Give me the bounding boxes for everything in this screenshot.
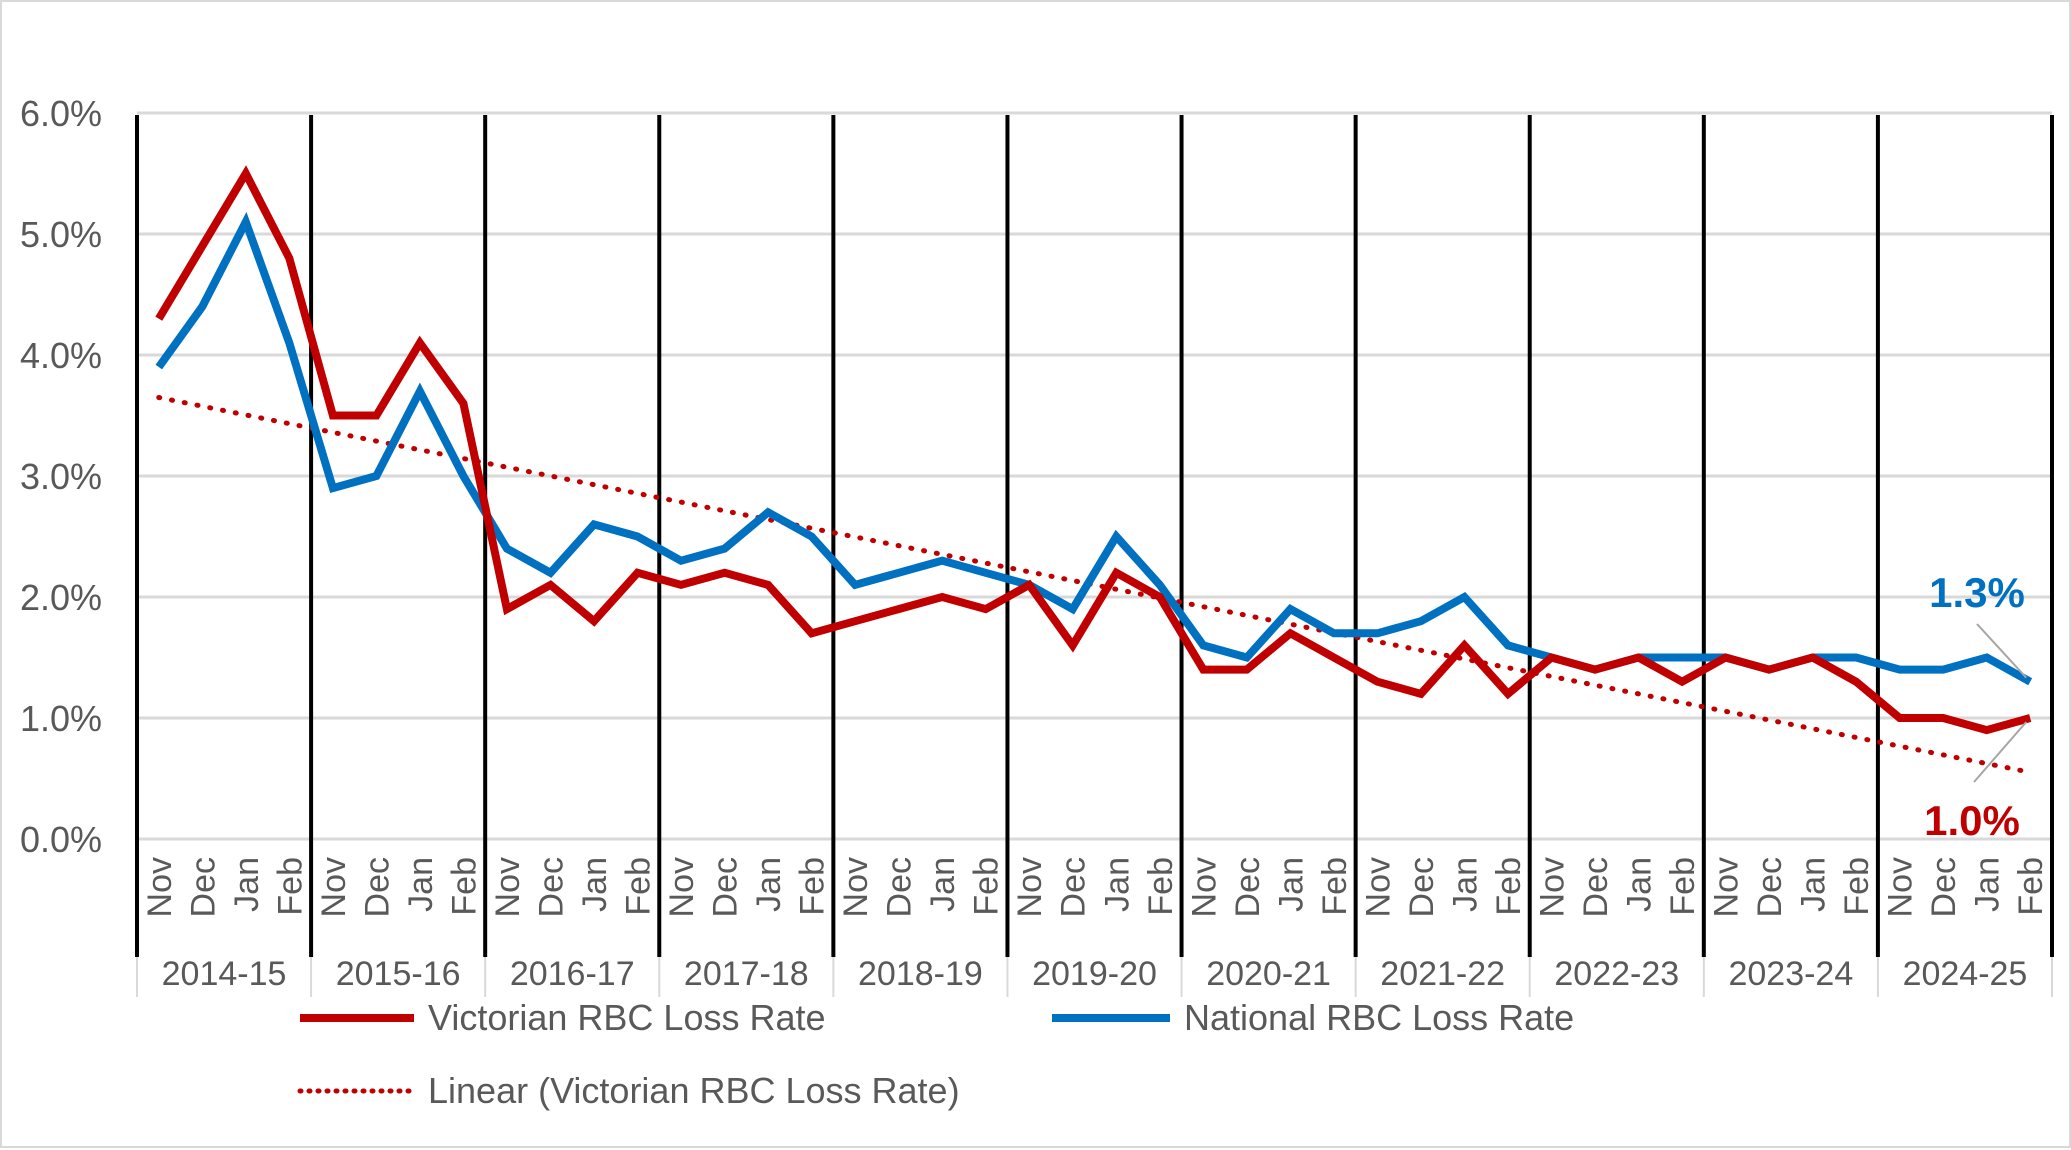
y-tick-label: 4.0% <box>20 335 102 376</box>
x-tick-label-month: Nov <box>1708 857 1746 917</box>
annotation-victorian-last: 1.0% <box>1924 797 2020 844</box>
annotation-leader-victorian <box>1973 721 2027 783</box>
x-tick-label-month: Feb <box>445 857 483 916</box>
x-tick-label-year: 2023-24 <box>1728 955 1853 993</box>
y-tick-label: 6.0% <box>20 93 102 134</box>
x-tick-label-month: Jan <box>750 857 788 912</box>
x-tick-label-month: Nov <box>315 857 353 917</box>
x-tick-label-month: Nov <box>489 857 527 917</box>
x-tick-label-month: Dec <box>1229 857 1267 917</box>
x-tick-label-year: 2020-21 <box>1206 955 1331 993</box>
x-tick-label-month: Nov <box>1882 857 1920 917</box>
x-tick-label-month: Feb <box>1142 857 1180 916</box>
x-tick-label-year: 2019-20 <box>1032 955 1157 993</box>
x-tick-label-year: 2015-16 <box>336 955 461 993</box>
x-tick-label-month: Dec <box>1577 857 1615 917</box>
trendline-victorian <box>156 394 2033 775</box>
x-tick-label-month: Nov <box>1359 857 1397 917</box>
x-tick-label-month: Feb <box>1838 857 1876 916</box>
x-tick-label-month: Dec <box>532 857 570 917</box>
x-tick-label-month: Jan <box>576 857 614 912</box>
x-tick-label-year: 2021-22 <box>1380 955 1505 993</box>
y-tick-label: 1.0% <box>20 698 102 739</box>
x-tick-label-month: Dec <box>1403 857 1441 917</box>
x-tick-label-month: Dec <box>707 857 745 917</box>
x-tick-label-year: 2016-17 <box>510 955 635 993</box>
x-tick-label-month: Feb <box>794 857 832 916</box>
x-tick-label-month: Dec <box>184 857 222 917</box>
x-tick-label-month: Feb <box>2012 857 2050 916</box>
x-tick-label-month: Jan <box>1621 857 1659 912</box>
x-tick-label-month: Jan <box>228 857 266 912</box>
y-tick-label: 5.0% <box>20 214 102 255</box>
x-tick-label-month: Jan <box>1795 857 1833 912</box>
x-tick-label-month: Jan <box>1272 857 1310 912</box>
x-tick-label-month: Nov <box>1011 857 1049 917</box>
x-tick-label-month: Feb <box>620 857 658 916</box>
x-tick-label-month: Feb <box>968 857 1006 916</box>
x-tick-label-month: Jan <box>402 857 440 912</box>
x-tick-label-month: Dec <box>881 857 919 917</box>
x-tick-label-month: Feb <box>271 857 309 916</box>
x-tick-label-month: Dec <box>358 857 396 917</box>
x-tick-label-month: Nov <box>141 857 179 917</box>
x-tick-label-month: Jan <box>1098 857 1136 912</box>
x-tick-label-year: 2022-23 <box>1554 955 1679 993</box>
x-tick-label-month: Dec <box>1055 857 1093 917</box>
x-tick-label-year: 2017-18 <box>684 955 809 993</box>
x-tick-label-year: 2024-25 <box>1903 955 2028 993</box>
x-tick-label-month: Dec <box>1751 857 1789 917</box>
legend-label-national: National RBC Loss Rate <box>1184 997 1574 1038</box>
y-tick-label: 0.0% <box>20 819 102 860</box>
y-tick-label: 2.0% <box>20 577 102 618</box>
x-tick-label-month: Jan <box>1969 857 2007 912</box>
x-tick-label-month: Dec <box>1925 857 1963 917</box>
x-tick-label-month: Nov <box>663 857 701 917</box>
x-tick-label-month: Nov <box>1185 857 1223 917</box>
legend-label-trendline: Linear (Victorian RBC Loss Rate) <box>428 1070 960 1111</box>
annotation-leader-national <box>1976 623 2027 679</box>
series-line-victorian-rbc-loss-rate <box>155 165 2032 735</box>
x-tick-label-month: Jan <box>1446 857 1484 912</box>
annotation-national-last: 1.3% <box>1929 569 2025 616</box>
x-tick-label-month: Feb <box>1490 857 1528 916</box>
x-tick-label-month: Nov <box>1533 857 1571 917</box>
x-tick-label-month: Feb <box>1664 857 1702 916</box>
x-tick-label-month: Nov <box>837 857 875 917</box>
x-tick-label-month: Jan <box>924 857 962 912</box>
x-tick-label-year: 2014-15 <box>162 955 287 993</box>
x-tick-label-month: Feb <box>1316 857 1354 916</box>
y-tick-label: 3.0% <box>20 456 102 497</box>
x-tick-label-year: 2018-19 <box>858 955 983 993</box>
legend-label-victorian: Victorian RBC Loss Rate <box>428 997 826 1038</box>
